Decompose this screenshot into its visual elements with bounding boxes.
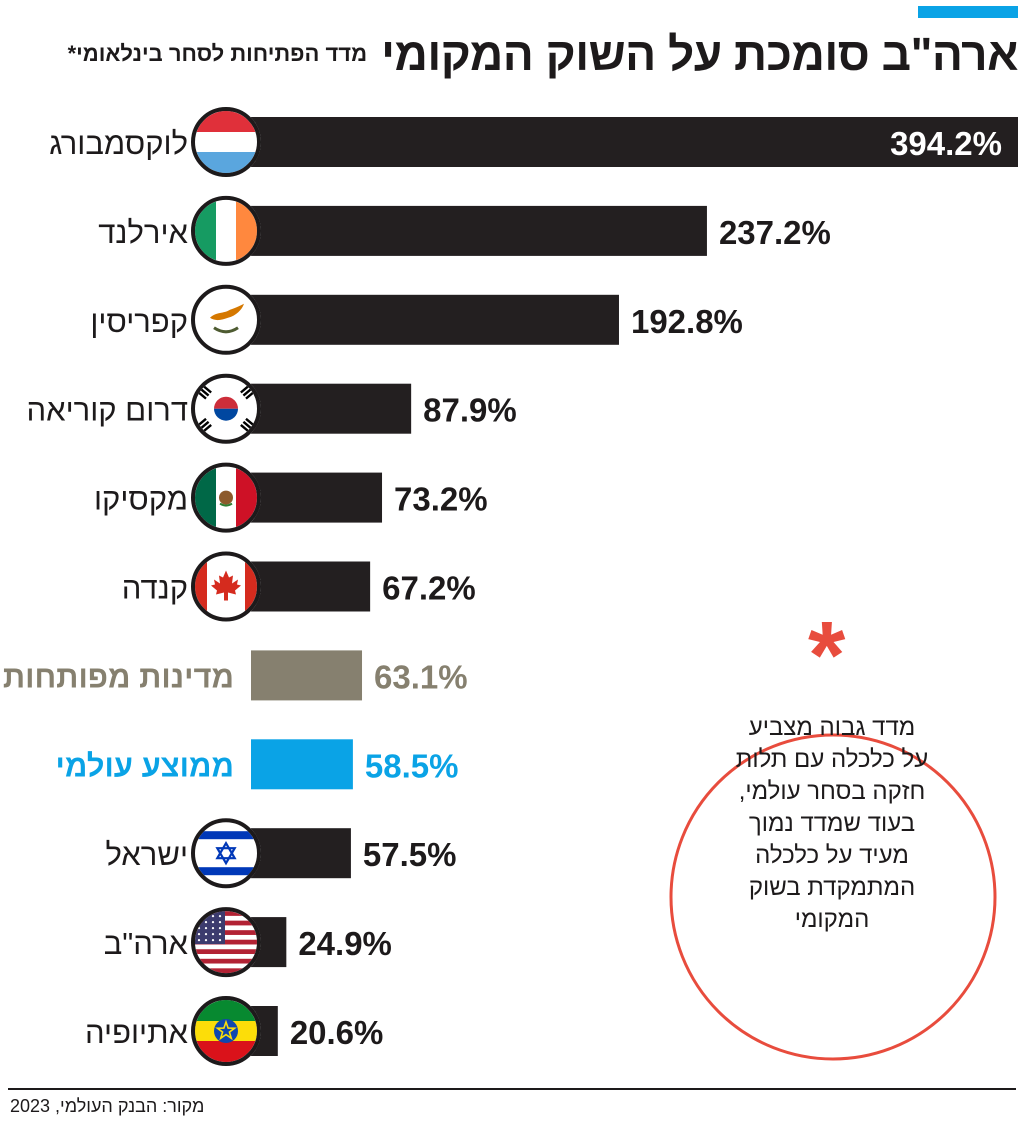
note-line-1: מדד גבוה מצביע bbox=[748, 714, 916, 741]
category-label-row-11: אתיופיה bbox=[85, 1015, 189, 1050]
bar-chart: לוקסמבורג 394.2% אירלנד 237.2% קפריסין 192.8%… bbox=[3, 107, 1018, 1066]
value-label-row-5: 73.2% bbox=[394, 481, 488, 518]
value-label-row-7: 63.1% bbox=[374, 658, 468, 695]
bar-row-5 bbox=[251, 472, 383, 523]
bar-row-8 bbox=[251, 739, 353, 790]
category-label-row-2: אירלנד bbox=[98, 215, 188, 250]
accent-bar bbox=[918, 6, 1018, 18]
south-korea-flag-icon bbox=[191, 373, 261, 444]
source-note: מקור: הבנק העולמי, 2023 bbox=[10, 1096, 205, 1116]
note-line-6: המתמקדת בשוק bbox=[748, 874, 916, 901]
category-label-row-3: קפריסין bbox=[90, 304, 188, 339]
ireland-flag-icon bbox=[191, 195, 261, 266]
value-label-row-8: 58.5% bbox=[365, 747, 459, 784]
category-label-row-9: ישראל bbox=[105, 837, 188, 872]
value-label-row-1: 394.2% bbox=[890, 125, 1002, 162]
bar-row-7 bbox=[251, 650, 363, 701]
note-text: מדד גבוה מצביע על כלכלה עם תלות חזקה בסח… bbox=[712, 712, 952, 936]
chart-subtitle: מדד הפתיחות לסחר בינלאומי* bbox=[67, 41, 368, 66]
note-star: * bbox=[808, 602, 846, 709]
category-label-row-10: ארה"ב bbox=[104, 926, 189, 961]
value-label-row-2: 237.2% bbox=[719, 214, 831, 251]
bar-row-4 bbox=[251, 383, 412, 434]
value-label-row-11: 20.6% bbox=[290, 1014, 384, 1051]
note-line-2: על כלכלה עם תלות bbox=[735, 746, 929, 773]
category-label-row-4: דרום קוריאה bbox=[27, 393, 189, 428]
note-line-5: מעיד על כלכלה bbox=[755, 842, 909, 869]
mexico-flag-icon bbox=[191, 462, 261, 533]
category-label-row-6: קנדה bbox=[122, 571, 188, 606]
category-label-row-5: מקסיקו bbox=[94, 482, 188, 517]
value-label-row-3: 192.8% bbox=[631, 303, 743, 340]
bar-row-2 bbox=[251, 205, 707, 256]
note-circle bbox=[669, 733, 997, 1061]
bar-row-3 bbox=[251, 294, 619, 345]
value-label-row-4: 87.9% bbox=[423, 392, 517, 429]
bar-row-9 bbox=[251, 828, 351, 879]
bar-row-6 bbox=[251, 561, 371, 612]
value-label-row-10: 24.9% bbox=[298, 925, 392, 962]
israel-flag-icon bbox=[191, 818, 261, 889]
category-label-row-7: מדינות מפותחות bbox=[3, 659, 234, 694]
value-label-row-6: 67.2% bbox=[382, 570, 476, 607]
category-label-row-8: ממוצע עולמי bbox=[55, 748, 234, 783]
luxembourg-flag-icon bbox=[191, 107, 261, 177]
cyprus-flag-icon bbox=[191, 284, 261, 355]
bar-row-1 bbox=[251, 117, 1018, 167]
usa-flag-icon bbox=[191, 907, 261, 978]
chart-title: ארה"ב סומכת על השוק המקומי bbox=[381, 28, 1018, 80]
note-line-3: חזקה בסחר עולמי, bbox=[738, 778, 926, 805]
value-label-row-9: 57.5% bbox=[363, 836, 457, 873]
note-line-7: המקומי bbox=[794, 906, 870, 933]
canada-flag-icon bbox=[191, 551, 261, 622]
ethiopia-flag-icon bbox=[191, 996, 261, 1066]
note-line-4: בעוד שמדד נמוך bbox=[748, 810, 916, 837]
header: ארה"ב סומכת על השוק המקומי מדד הפתיחות ל… bbox=[0, 24, 1019, 84]
bottom-rule bbox=[8, 1088, 1016, 1090]
category-label-row-1: לוקסמבורג bbox=[49, 126, 188, 161]
